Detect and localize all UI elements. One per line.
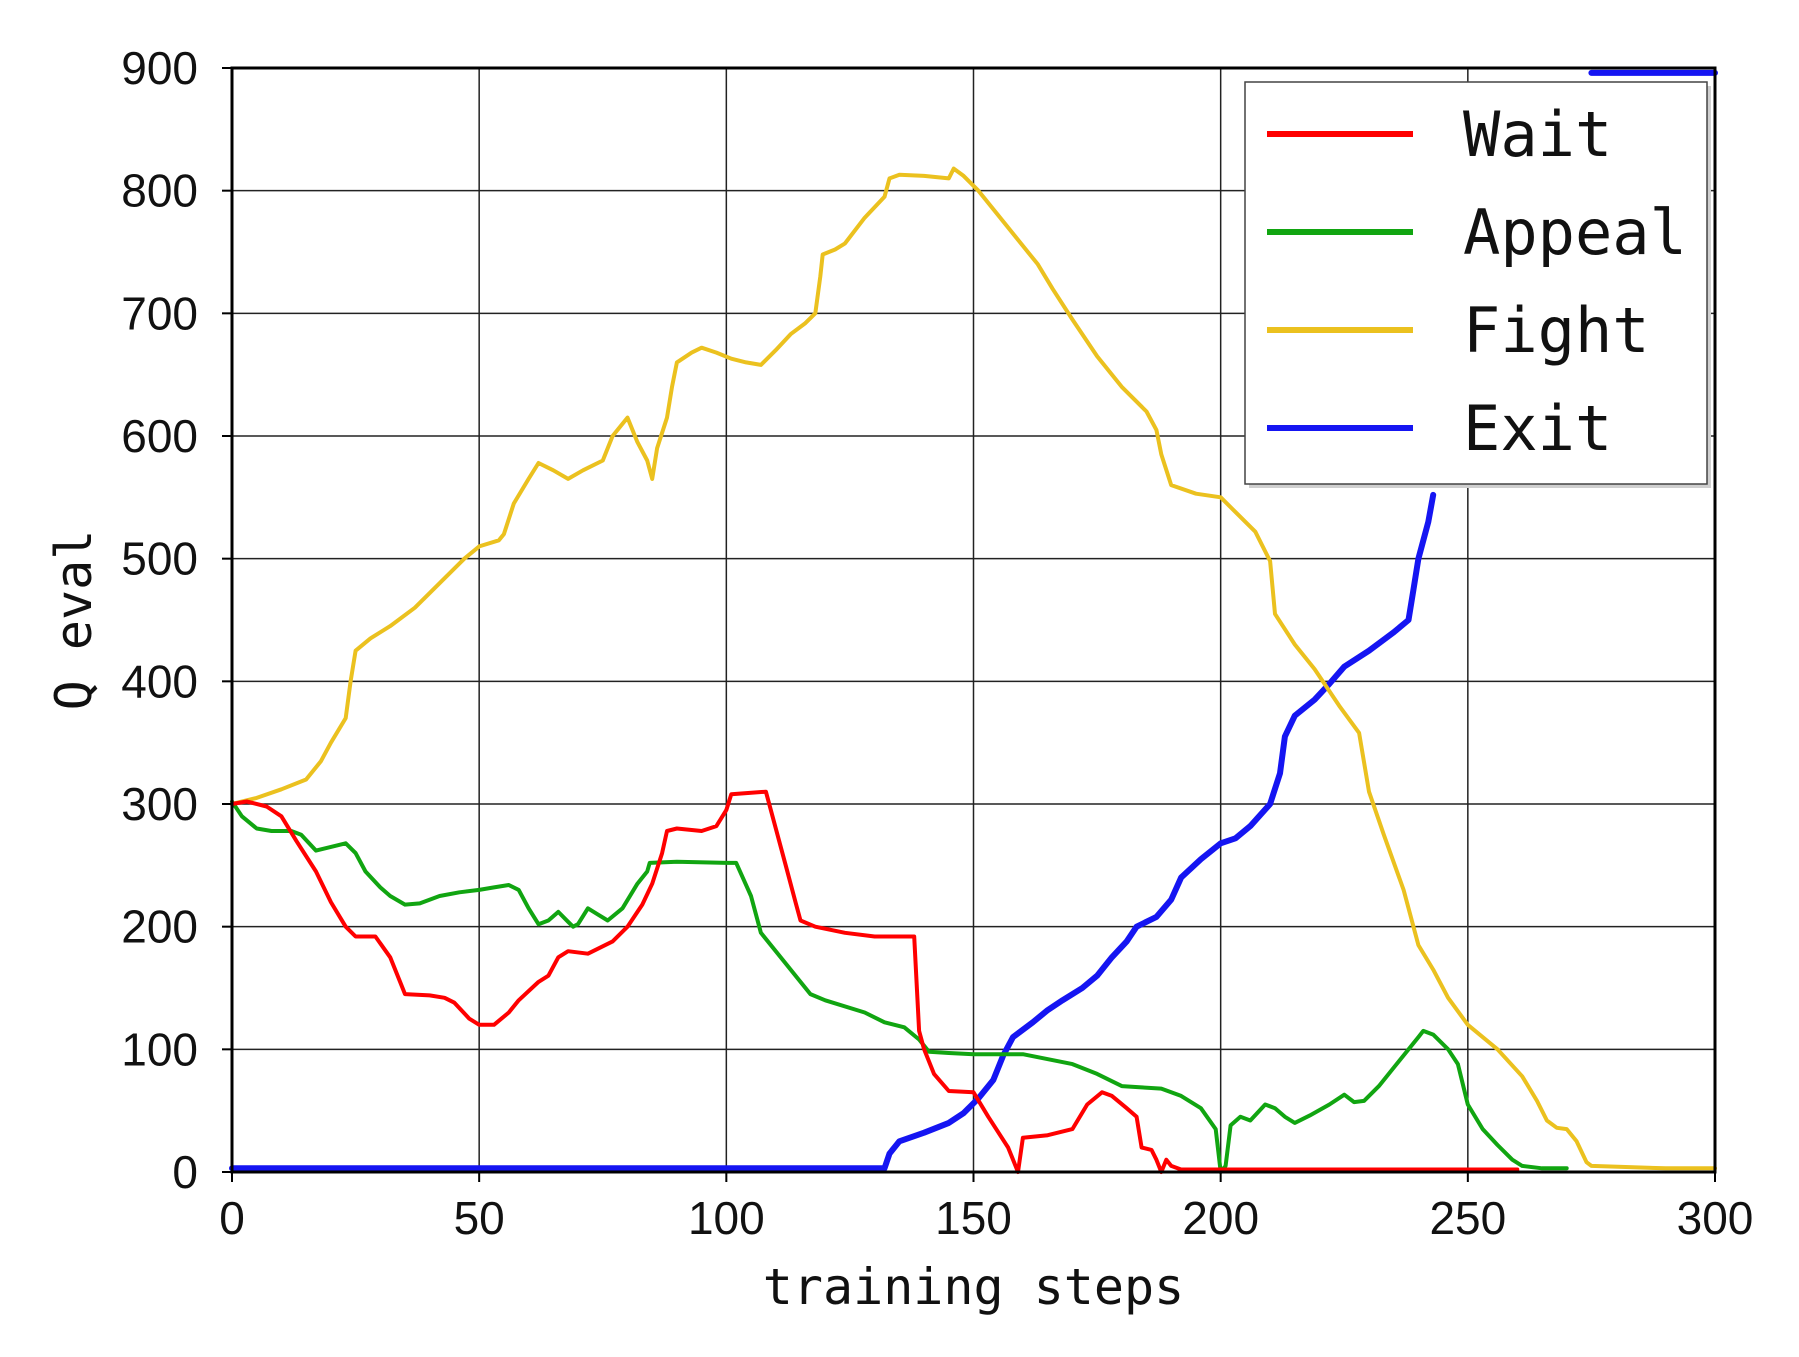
y-tick-label: 900 bbox=[121, 42, 198, 94]
y-tick-label: 0 bbox=[172, 1146, 198, 1198]
x-tick-label: 0 bbox=[219, 1192, 245, 1244]
series-line-exit bbox=[229, 491, 1437, 1172]
x-tick-label: 250 bbox=[1429, 1192, 1506, 1244]
y-axis-ticks: 0 100 200 300 400 500 600 700 800 900 bbox=[121, 42, 232, 1198]
y-tick-label: 100 bbox=[121, 1023, 198, 1075]
x-tick-label: 300 bbox=[1677, 1192, 1754, 1244]
x-tick-label: 200 bbox=[1182, 1192, 1259, 1244]
series-layer bbox=[229, 69, 1718, 1174]
x-tick-label: 150 bbox=[935, 1192, 1012, 1244]
x-axis-title: training steps bbox=[763, 1258, 1184, 1316]
series-line-appeal bbox=[230, 799, 1569, 1174]
y-tick-label: 800 bbox=[121, 165, 198, 217]
y-tick-label: 200 bbox=[121, 901, 198, 953]
legend-label-exit: Exit bbox=[1463, 392, 1612, 465]
legend: Wait Appeal Fight Exit bbox=[1244, 81, 1711, 488]
y-tick-label: 600 bbox=[121, 410, 198, 462]
legend-label-fight: Fight bbox=[1463, 294, 1650, 367]
x-axis-ticks: 0 50 100 150 200 250 300 bbox=[219, 1172, 1753, 1244]
y-tick-label: 400 bbox=[121, 655, 198, 707]
y-tick-label: 500 bbox=[121, 533, 198, 585]
y-tick-label: 700 bbox=[121, 287, 198, 339]
y-axis-title: Q eval bbox=[45, 530, 103, 711]
legend-label-appeal: Appeal bbox=[1463, 196, 1687, 269]
x-tick-label: 100 bbox=[688, 1192, 765, 1244]
series-line-fight bbox=[230, 166, 1717, 1171]
legend-label-wait: Wait bbox=[1463, 98, 1612, 171]
legend-box bbox=[1244, 81, 1708, 485]
x-tick-label: 50 bbox=[454, 1192, 505, 1244]
series-line-wait bbox=[230, 789, 1520, 1174]
y-tick-label: 300 bbox=[121, 778, 198, 830]
